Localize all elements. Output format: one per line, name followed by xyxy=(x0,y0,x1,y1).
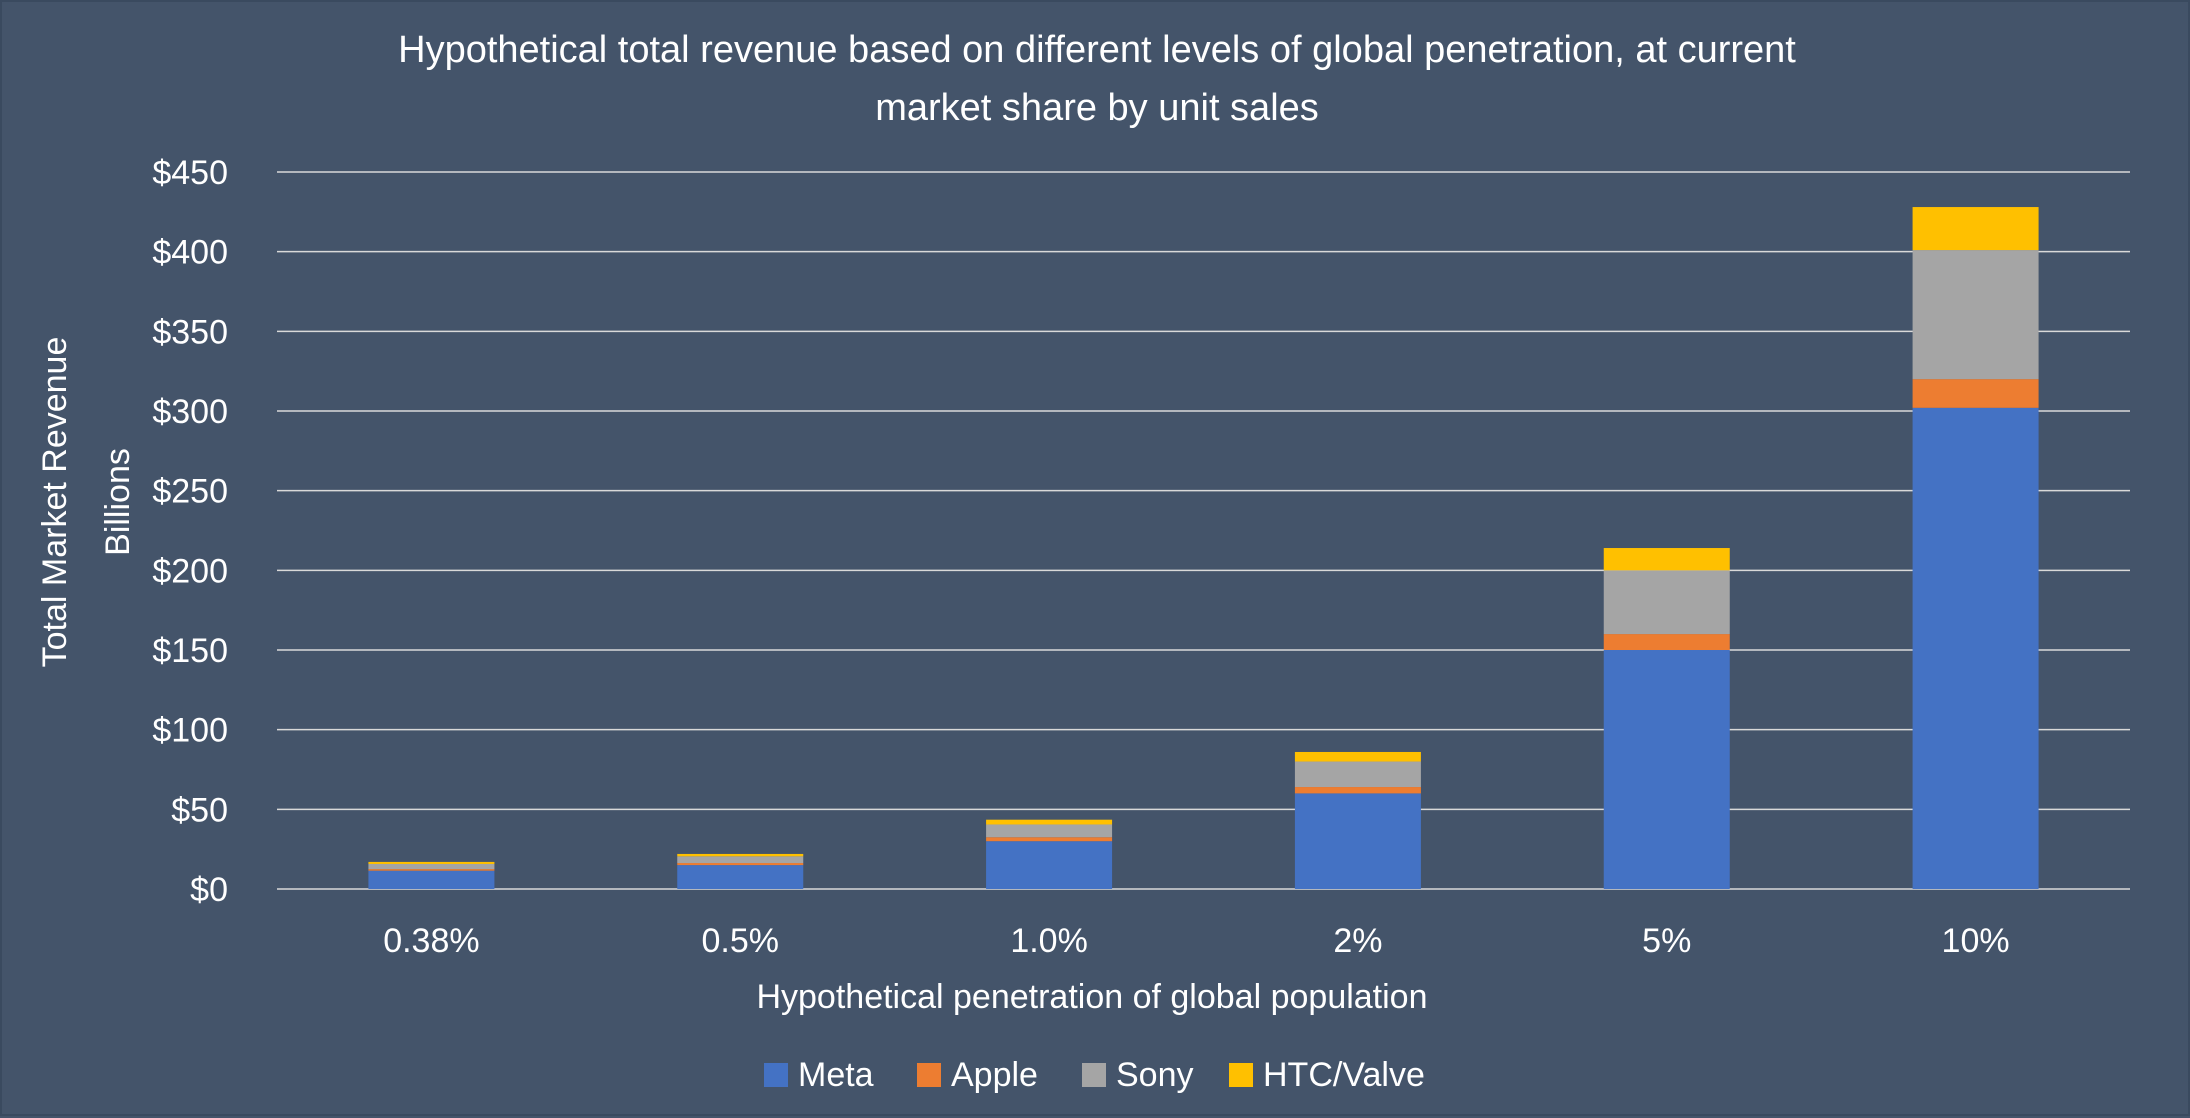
bar-segment-sony xyxy=(1294,761,1421,788)
bar-segment-htc-valve xyxy=(1294,751,1421,762)
bar-segment-sony xyxy=(368,863,495,870)
bar-segment-meta xyxy=(677,865,804,889)
y-tick-label: $200 xyxy=(152,552,228,590)
y-tick-label: $50 xyxy=(171,791,228,829)
y-tick-label: $0 xyxy=(190,871,228,909)
x-tick-label: 1.0% xyxy=(1010,922,1088,960)
x-tick-label: 2% xyxy=(1333,922,1382,960)
y-axis-ticks: $0 $50 $100 $150 $200 $250 $300 $350 $400 $450 xyxy=(152,154,228,909)
legend-label: Sony xyxy=(1116,1056,1194,1094)
bar-segment-sony xyxy=(677,856,804,864)
bar-segment-meta xyxy=(986,841,1113,889)
bar-segment-apple xyxy=(368,869,495,871)
legend-swatch xyxy=(1082,1063,1106,1087)
legend-swatch xyxy=(764,1063,788,1087)
legend-label: Meta xyxy=(798,1056,874,1094)
chart-title-line-2: market share by unit sales xyxy=(875,87,1319,129)
bar-segment-htc-valve xyxy=(1603,548,1730,571)
chart-title: Hypothetical total revenue based on diff… xyxy=(398,29,1796,129)
y-tick-label: $150 xyxy=(152,632,228,670)
legend-swatch xyxy=(1229,1063,1253,1087)
bar-segment-meta xyxy=(368,870,495,889)
y-axis-label-line-2: Billions xyxy=(99,448,137,556)
chart-title-line-1: Hypothetical total revenue based on diff… xyxy=(398,29,1796,71)
legend-label: Apple xyxy=(951,1056,1038,1094)
y-tick-label: $250 xyxy=(152,473,228,511)
gridlines xyxy=(277,171,2130,890)
x-tick-label: 0.5% xyxy=(702,922,780,960)
bar-segment-apple xyxy=(1294,787,1421,794)
bar-segment-meta xyxy=(1912,407,2039,889)
y-axis-label-line-1: Total Market Revenue xyxy=(36,337,74,668)
bar-segment-htc-valve xyxy=(1912,207,2039,251)
y-tick-label: $350 xyxy=(152,313,228,351)
x-tick-label: 5% xyxy=(1642,922,1691,960)
bar-segment-meta xyxy=(1603,650,1730,889)
bar-segment-apple xyxy=(1603,634,1730,650)
y-tick-label: $400 xyxy=(152,234,228,272)
x-tick-label: 0.38% xyxy=(383,922,479,960)
legend-label: HTC/Valve xyxy=(1263,1056,1425,1094)
bar-segment-meta xyxy=(1294,793,1421,889)
y-tick-label: $300 xyxy=(152,393,228,431)
bar-segment-sony xyxy=(1603,570,1730,635)
bar-segment-apple xyxy=(677,863,804,866)
bar-segment-apple xyxy=(1912,379,2039,408)
legend-swatch xyxy=(917,1063,941,1087)
bar-segment-sony xyxy=(986,824,1113,838)
y-tick-label: $100 xyxy=(152,712,228,750)
y-tick-label: $450 xyxy=(152,154,228,192)
x-tick-label: 10% xyxy=(1942,922,2010,960)
y-axis-label: Total Market Revenue Billions xyxy=(36,337,137,668)
legend: Meta Apple Sony HTC/Valve xyxy=(764,1056,1425,1094)
bar-segment-apple xyxy=(986,837,1113,842)
bar-segment-htc-valve xyxy=(986,819,1113,825)
x-axis-label: Hypothetical penetration of global popul… xyxy=(756,978,1427,1016)
bar-segment-sony xyxy=(1912,250,2039,380)
bars xyxy=(368,207,2039,889)
x-axis-ticks: 0.38% 0.5% 1.0% 2% 5% 10% xyxy=(383,922,2009,960)
bar-segment-htc-valve xyxy=(368,861,495,864)
bar-segment-htc-valve xyxy=(677,853,804,857)
